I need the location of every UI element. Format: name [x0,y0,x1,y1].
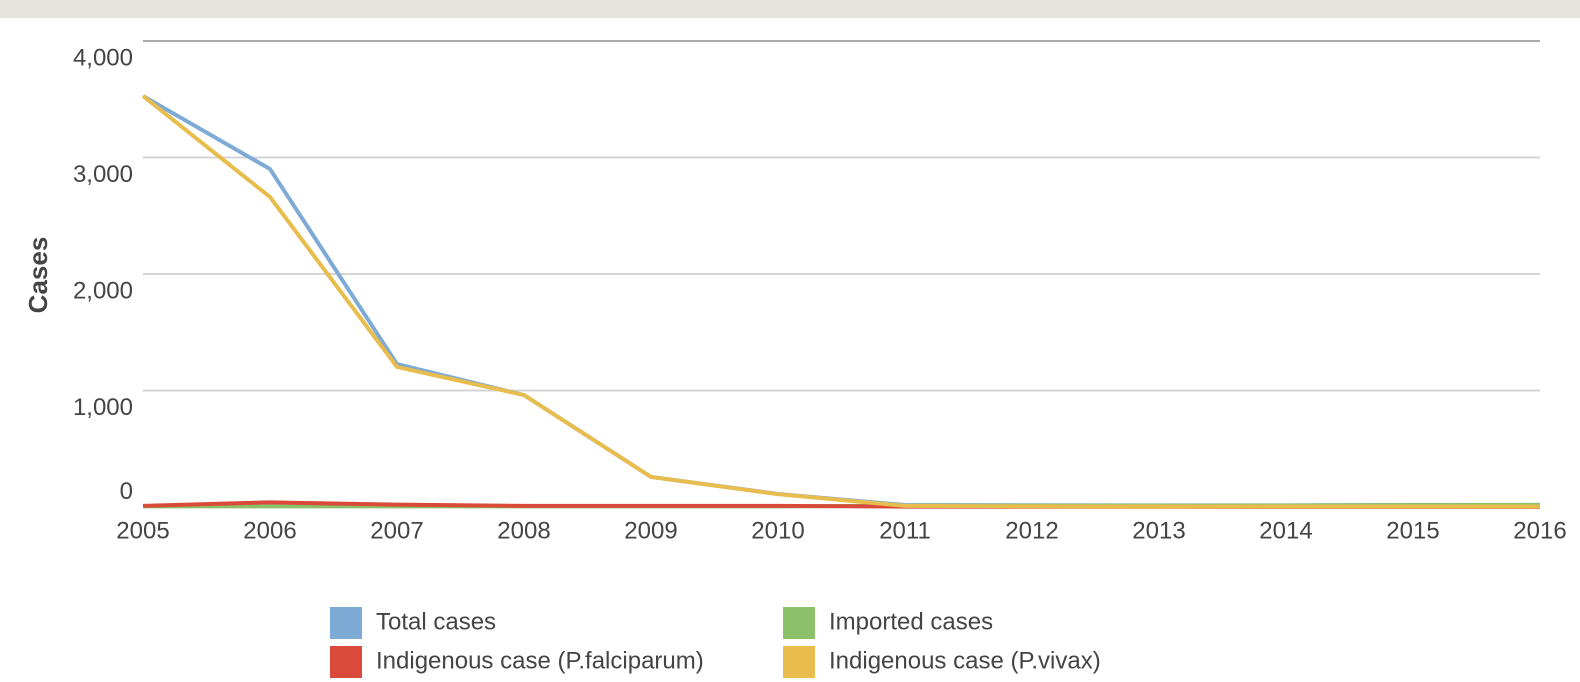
top-band [0,0,1580,18]
x-tick-label: 2009 [624,517,677,544]
x-tick-label: 2015 [1386,517,1439,544]
x-tick-label: 2012 [1005,517,1058,544]
legend-label: Indigenous case (P.falciparum) [376,647,704,674]
y-tick-label: 2,000 [73,277,133,304]
x-tick-label: 2011 [879,517,931,544]
x-tick-label: 2014 [1259,517,1312,544]
x-tick-label: 2010 [751,517,804,544]
legend-swatch [783,607,815,639]
legend-swatch [330,646,362,678]
x-tick-label: 2006 [243,517,296,544]
legend-swatch [783,646,815,678]
legend-label: Total cases [376,608,496,635]
y-tick-label: 1,000 [73,394,133,421]
y-axis-label: Cases [23,237,53,314]
legend-swatch [330,607,362,639]
y-tick-label: 4,000 [73,44,133,71]
x-tick-label: 2005 [116,517,169,544]
x-tick-label: 2016 [1513,517,1566,544]
x-tick-label: 2008 [497,517,550,544]
x-tick-label: 2007 [370,517,423,544]
x-tick-label: 2013 [1132,517,1185,544]
y-tick-label: 0 [120,478,133,505]
series-line [141,94,1540,509]
legend-label: Imported cases [829,608,993,635]
y-tick-label: 3,000 [73,161,133,188]
legend-label: Indigenous case (P.vivax) [829,647,1101,674]
